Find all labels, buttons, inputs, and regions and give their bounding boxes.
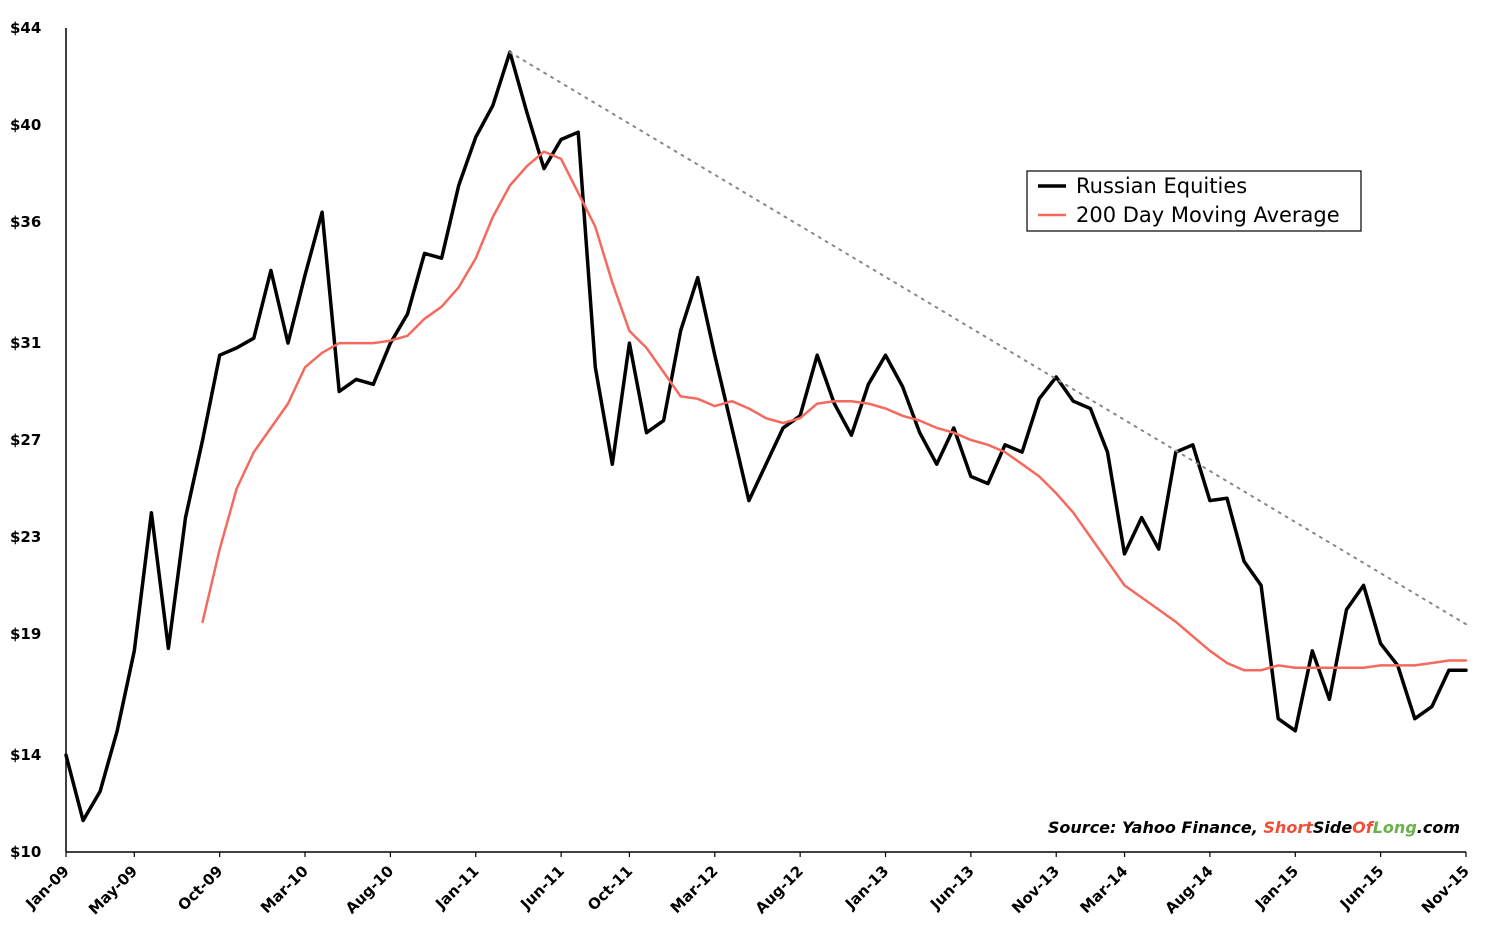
x-tick-label: Mar-12 <box>667 862 722 917</box>
legend-box <box>1026 170 1362 232</box>
y-tick-label: $44 <box>10 19 41 37</box>
x-axis: Jan-09 May-09 Oct-09 Mar-10 Aug-10 Jan-11 Jun-… <box>22 851 1473 918</box>
source-side: Side <box>1313 818 1352 837</box>
source-annotation: Source: Yahoo Finance, ShortSideOfLong.c… <box>1048 818 1460 837</box>
source-suffix: .com <box>1417 818 1460 837</box>
x-tick-label: Mar-14 <box>1077 862 1132 917</box>
x-tick-label: Jun-15 <box>1336 862 1388 914</box>
y-tick-label: $19 <box>10 625 41 643</box>
source-long: Long <box>1373 818 1417 837</box>
source-short: Short <box>1263 818 1314 837</box>
trendline <box>508 51 1467 626</box>
x-tick-label: Aug-12 <box>752 862 807 917</box>
y-tick-label: $14 <box>10 746 41 764</box>
x-tick-label: Jan-09 <box>22 862 73 913</box>
series-200-day-moving-average <box>201 150 1468 672</box>
y-tick-label: $40 <box>10 116 41 134</box>
series-russian-equities <box>64 50 1468 823</box>
legend-label-russian-equities: Russian Equities <box>1076 174 1247 198</box>
y-tick-label: $36 <box>10 213 41 231</box>
x-tick-label: Oct-11 <box>584 862 636 914</box>
series-layer <box>64 50 1468 823</box>
y-tick-label: $31 <box>10 334 41 352</box>
x-tick-label: Nov-13 <box>1008 862 1063 917</box>
x-tick-label: Aug-14 <box>1161 862 1216 917</box>
x-tick-label: Jan-11 <box>431 862 482 913</box>
source-of: Of <box>1352 818 1375 837</box>
y-axis: $10 $14 $19 $23 $27 $31 $36 $40 $44 <box>10 19 67 861</box>
x-tick-label: Aug-10 <box>342 862 397 917</box>
x-tick-label: Mar-10 <box>257 862 312 917</box>
source-prefix: Source: Yahoo Finance, <box>1048 818 1264 837</box>
x-tick-label: Nov-15 <box>1418 862 1473 917</box>
x-tick-label: Jan-13 <box>841 862 892 913</box>
legend-label-moving-average: 200 Day Moving Average <box>1076 203 1340 227</box>
x-tick-label: Jun-13 <box>926 862 978 914</box>
y-tick-label: $27 <box>10 431 41 449</box>
y-tick-label: $10 <box>10 843 41 861</box>
x-tick-label: Jan-15 <box>1251 862 1302 913</box>
x-tick-label: Jun-11 <box>516 862 568 914</box>
x-tick-label: May-09 <box>85 862 141 918</box>
y-tick-label: $23 <box>10 528 41 546</box>
legend: Russian Equities 200 Day Moving Average <box>1026 170 1362 232</box>
x-tick-label: Oct-09 <box>174 862 226 914</box>
